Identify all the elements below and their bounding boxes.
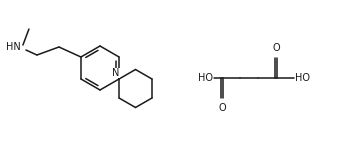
Text: HO: HO (198, 73, 213, 83)
Text: HO: HO (295, 73, 310, 83)
Text: HN: HN (6, 42, 21, 52)
Text: N: N (112, 68, 119, 78)
Text: O: O (218, 103, 226, 113)
Text: O: O (272, 43, 280, 53)
